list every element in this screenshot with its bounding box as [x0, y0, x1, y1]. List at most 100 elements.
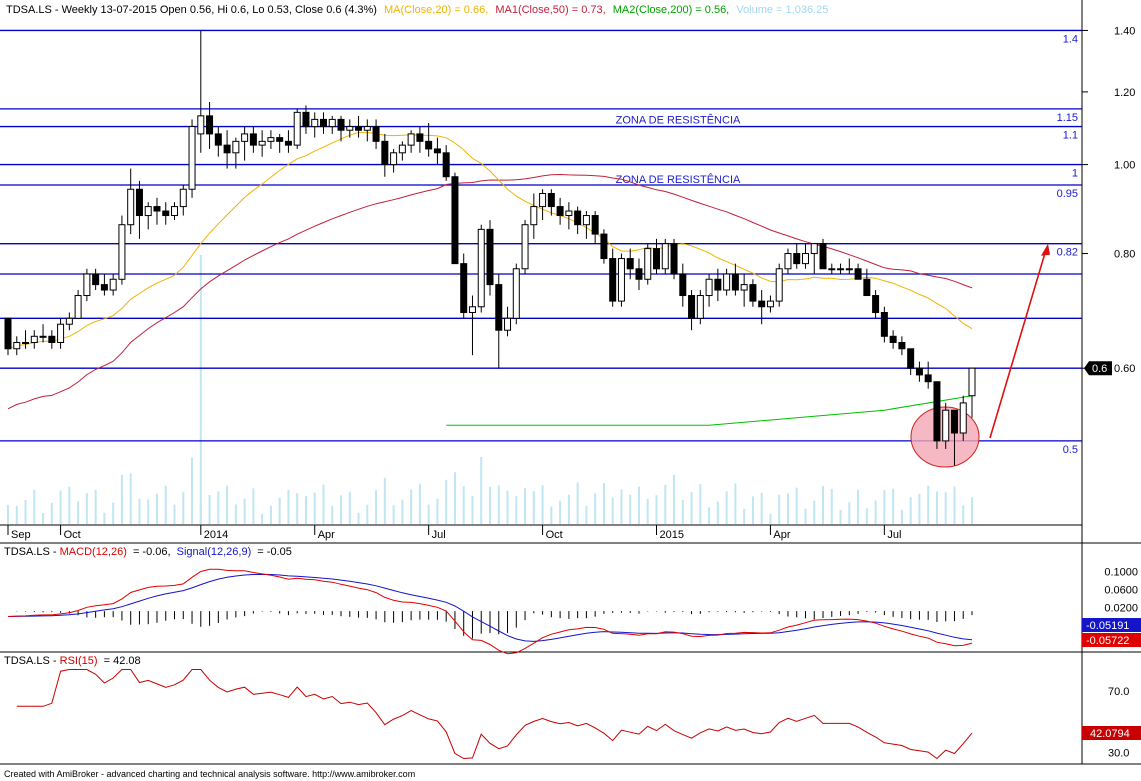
candle-body — [442, 152, 450, 178]
candle-body — [197, 115, 205, 135]
candle-body — [109, 278, 117, 291]
horizontal-levels: 1.4 1.15 1.1 1 0.95 0.82 0.5 ZONA DE RESISTÊNCI… — [0, 29, 1082, 456]
header-line: TDSA.LS - Weekly 13-07-2015 Open 0.56, H… — [6, 4, 828, 16]
level-label: 1.15 — [1057, 112, 1078, 124]
candle-body — [556, 206, 564, 217]
candle-body — [609, 258, 617, 302]
price-tick-label: 0.60 — [1114, 363, 1135, 375]
zone-label: ZONA DE RESISTÊNCIA — [616, 173, 741, 186]
candle-body — [661, 243, 669, 270]
candle-body — [600, 233, 608, 260]
candle-body — [696, 295, 704, 319]
candle-body — [801, 253, 809, 265]
rsi-line — [16, 669, 973, 760]
volume-bars — [7, 255, 973, 524]
candle-body — [915, 367, 923, 376]
macd-panel: 0.1000 0.0600 0.0200 -0.05191 -0.05722 — [7, 567, 1141, 655]
candle-body — [819, 243, 827, 270]
date-tick-label: Oct — [546, 529, 563, 541]
candle-body — [898, 341, 906, 350]
candle-body — [950, 409, 958, 434]
date-tick-label: Apr — [773, 529, 790, 541]
date-tick-label: Sep — [11, 529, 31, 541]
candle-body — [775, 268, 783, 302]
candle-body — [644, 248, 652, 280]
macd-tick-label: 0.0200 — [1104, 603, 1138, 615]
candle-body — [495, 284, 503, 331]
candle-body — [416, 133, 424, 142]
candle-body — [688, 295, 696, 319]
candle-body — [512, 268, 520, 319]
candle-body — [942, 409, 950, 442]
candle-body — [565, 210, 573, 217]
macd-header: TDSA.LS - MACD(12,26) = -0.06, Signal(12… — [4, 546, 292, 558]
candle-body — [547, 193, 555, 208]
candle-body — [574, 210, 582, 226]
candle-body — [530, 206, 538, 226]
rsi-tick-label: 30.0 — [1108, 747, 1129, 759]
zone-label: ZONA DE RESISTÊNCIA — [616, 113, 741, 126]
macd-symbol: TDSA.LS — [4, 546, 50, 558]
candle-body — [153, 206, 161, 212]
candle-body — [337, 118, 345, 131]
candle-body — [328, 118, 336, 128]
candle-body — [705, 278, 713, 297]
candle-body — [837, 268, 845, 271]
rsi-tick-label: 70.0 — [1108, 686, 1129, 698]
candle-body — [74, 295, 82, 319]
last-price-label: 0.6 — [1092, 363, 1107, 375]
candle-body — [57, 323, 65, 343]
candle-body — [731, 273, 739, 291]
macd-tick-label: 0.1000 — [1104, 567, 1138, 579]
rsi-symbol: TDSA.LS — [4, 655, 50, 667]
trend-arrow-head — [1041, 243, 1050, 256]
candle-body — [311, 118, 319, 128]
footer-credit: Created with AmiBroker - advanced charti… — [4, 769, 415, 779]
signal-value: = -0.05 — [257, 546, 292, 558]
level-label: 0.82 — [1057, 247, 1078, 259]
candle-body — [390, 152, 398, 166]
candle-body — [249, 133, 257, 146]
candle-body — [504, 317, 512, 331]
candle-body — [793, 253, 801, 265]
candle-body — [355, 126, 363, 131]
level-label: 0.5 — [1063, 444, 1078, 456]
macd-value: = -0.06, — [133, 546, 171, 558]
rsi-value: = 42.08 — [104, 655, 141, 667]
date-tick-label: 2015 — [660, 529, 684, 541]
candle-body — [889, 335, 897, 343]
candle-body — [425, 140, 433, 150]
candle-body — [179, 188, 187, 208]
candle-body — [626, 258, 634, 270]
candle-body — [162, 210, 170, 217]
candle-body — [39, 335, 47, 338]
candle-body — [539, 193, 547, 208]
candle-body — [407, 133, 415, 146]
candle-body — [477, 228, 485, 308]
candle-body — [188, 126, 196, 190]
candle-body — [635, 268, 643, 280]
candle-body — [22, 341, 30, 344]
candle-body — [521, 224, 529, 270]
rsi-label: RSI(15) — [60, 655, 98, 667]
candle-body — [749, 284, 757, 302]
date-tick-label: Jul — [432, 529, 446, 541]
macd-line — [7, 568, 973, 655]
candle-body — [100, 284, 108, 291]
header-ma50: MA1(Close,50) = 0.73, — [495, 4, 605, 16]
price-tick-label: 0.80 — [1114, 249, 1135, 261]
candle-body — [460, 263, 468, 313]
candle-body — [828, 268, 836, 271]
candle-body — [118, 224, 126, 280]
candle-body — [214, 133, 222, 146]
candle-body — [907, 348, 915, 369]
candle-body — [319, 118, 327, 128]
candle-body — [144, 206, 152, 217]
date-axis: Sep Oct 2014 Apr Jul Oct 2015 Apr Jul — [7, 525, 901, 541]
date-tick-label: Apr — [318, 529, 335, 541]
candle-body — [872, 295, 880, 313]
candle-body — [582, 215, 590, 226]
macd-tag — [1082, 633, 1141, 647]
candle-body — [171, 206, 179, 217]
